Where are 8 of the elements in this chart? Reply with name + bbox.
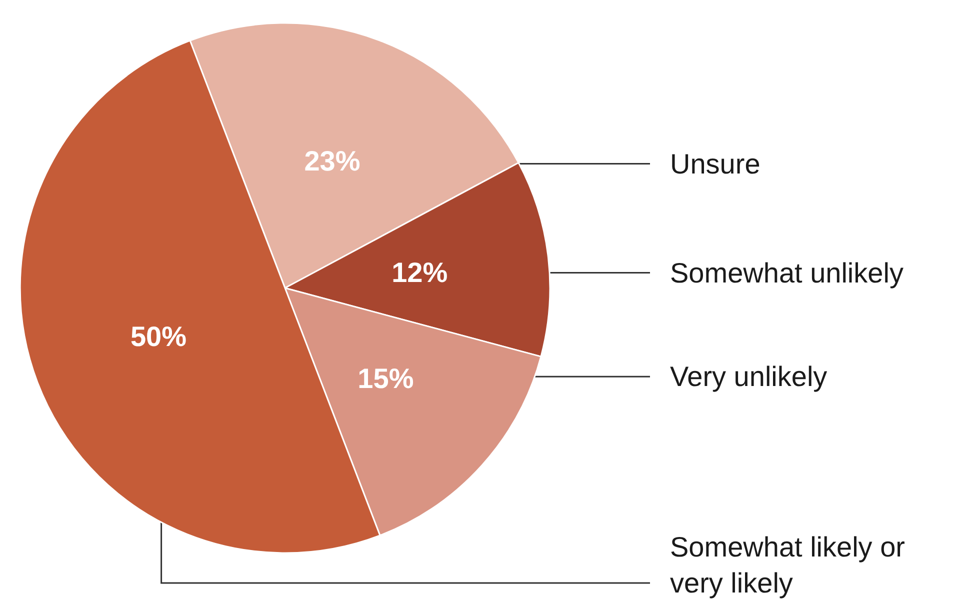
- slice-label: Somewhat unlikely: [670, 257, 904, 288]
- slice-label: Somewhat likely or very likely: [670, 532, 913, 598]
- slice-label: Unsure: [670, 148, 760, 180]
- data-label: 23%: [304, 146, 360, 176]
- data-label: 50%: [130, 321, 187, 352]
- slice-label: Very unlikely: [670, 361, 828, 392]
- data-label: 15%: [358, 363, 414, 394]
- data-label: 12%: [392, 256, 448, 288]
